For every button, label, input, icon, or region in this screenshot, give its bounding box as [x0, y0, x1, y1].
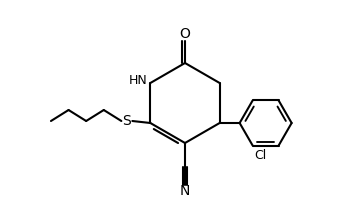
Text: HN: HN	[129, 73, 147, 87]
Text: O: O	[180, 27, 190, 41]
Text: S: S	[122, 114, 131, 128]
Text: N: N	[180, 184, 190, 198]
Text: Cl: Cl	[255, 149, 267, 162]
